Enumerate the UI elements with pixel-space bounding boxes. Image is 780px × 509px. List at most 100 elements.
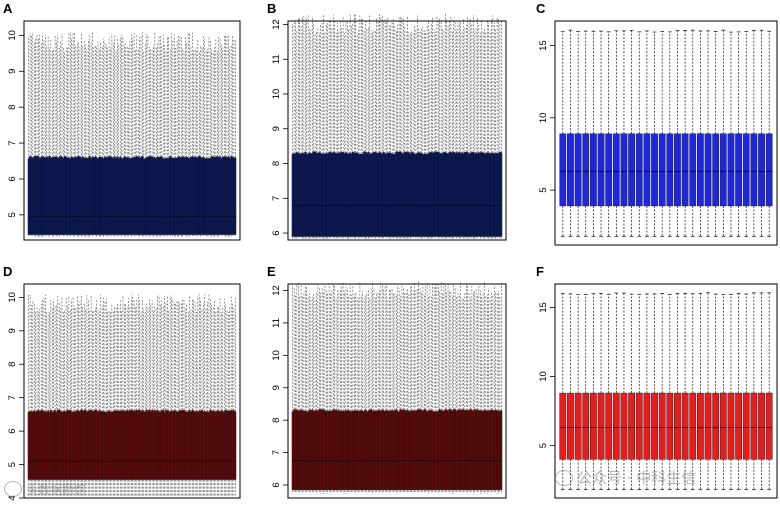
box-body [758,392,765,460]
watermark-right-text: 公众号 · 中科生信 [577,469,697,487]
box-body [719,133,727,207]
y-tick-label: 9 [7,69,18,74]
box [666,293,674,491]
box-body [605,133,613,207]
box [666,31,674,237]
box-body [719,392,727,460]
box-body [658,392,666,460]
box [231,302,234,498]
box [412,291,415,494]
box [73,306,76,497]
box [719,29,727,237]
box-body [635,133,643,207]
y-tick-label: 4 [7,495,18,500]
box [620,292,628,491]
box [658,293,666,491]
box [210,305,213,497]
box [149,305,152,498]
panel-f: F 5 10 15 [536,264,778,499]
box [758,29,765,237]
box [750,292,758,491]
box-body [651,392,658,460]
box-body [628,133,635,207]
box [185,42,188,237]
plot-frame [287,20,507,241]
y-tick-label: 9 [271,385,282,390]
y-tick-label: 12 [271,285,282,296]
box-body [674,133,681,207]
plot-frame [23,283,241,499]
y-tick-label: 8 [7,105,18,110]
y-tick-label: 6 [271,482,282,487]
plot-frame [554,20,778,246]
panel-b: B 6 7 8 9 10 11 12 [267,1,507,241]
box [704,30,712,237]
y-tick-label: 5 [538,443,549,448]
y-tick-label: 5 [7,212,18,217]
box [67,296,70,498]
box-body [582,133,590,207]
box-body [628,392,635,460]
box [500,282,503,494]
y-tick-label: 5 [7,462,18,467]
y-tick-label: 10 [538,371,549,382]
box-body [666,392,674,460]
watermark-left-text: 头数据题馆 [26,483,87,497]
box [45,47,48,236]
plot-frame [23,20,241,241]
box-body [758,133,765,207]
box-body [742,133,750,207]
box-body [643,133,651,207]
y-tick-label: 7 [7,140,18,145]
y-tick-label: 7 [7,395,18,400]
y-tick-label: 10 [7,30,18,41]
box [234,40,237,236]
y-tick-label: 11 [271,54,282,64]
box [226,34,228,237]
y-tick-label: 6 [7,428,18,433]
box [340,284,343,494]
box [364,295,367,494]
plot-frame [554,283,778,499]
y-tick-label: 6 [271,230,282,235]
box [567,293,574,491]
box [612,292,620,491]
box [712,31,720,237]
y-tick-label: 7 [271,196,282,201]
box-body [765,133,773,207]
box [643,293,651,491]
box [735,31,742,237]
box [605,31,613,237]
box [635,294,643,491]
box [559,31,567,237]
y-tick-label: 5 [538,187,549,192]
panel-letter-c: C [536,1,546,16]
box [500,20,503,239]
box [582,30,590,237]
y-tick-label: 10 [271,89,282,100]
y-tick-label: 15 [538,40,549,51]
box-body [735,133,742,207]
box-body [567,133,574,207]
box-body [689,133,697,207]
box-body [574,392,582,460]
box [643,30,651,237]
box-body [727,133,735,207]
box [559,293,567,491]
box [681,30,689,237]
box [574,294,582,491]
y-tick-label: 12 [271,19,282,30]
y-tick-label: 8 [271,418,282,423]
box [574,31,582,237]
box [674,293,681,491]
box-body [559,392,567,460]
box-body [704,392,712,460]
box-body [620,133,628,207]
box [153,304,156,497]
box [597,292,605,491]
plot-frame [287,283,507,499]
wechat-icon [555,470,573,486]
box [651,31,658,237]
